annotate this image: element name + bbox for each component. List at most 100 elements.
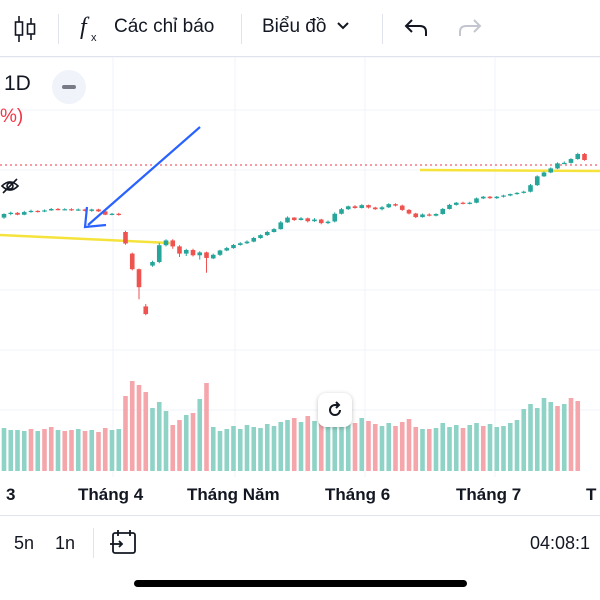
volume-bar — [345, 417, 351, 471]
volume-bar — [264, 424, 270, 471]
price-chart[interactable] — [0, 56, 600, 507]
volume-bar — [237, 429, 243, 471]
volume-bar — [244, 425, 250, 471]
eye-off-icon[interactable] — [0, 176, 20, 196]
candle-body — [21, 212, 27, 215]
goto-date-icon[interactable] — [110, 528, 138, 556]
volume-bar — [21, 431, 27, 471]
candle-body — [102, 211, 108, 215]
x-axis-label: T — [586, 485, 597, 504]
candle-body — [109, 213, 115, 215]
volume-bar — [555, 406, 560, 471]
top-toolbar: f x Các chỉ báo Biểu đồ — [0, 0, 600, 57]
candle-body — [278, 222, 284, 230]
redo-icon[interactable] — [456, 16, 484, 40]
indicators-button[interactable]: Các chỉ báo — [114, 16, 215, 37]
volume-bar — [372, 424, 378, 471]
volume-bar — [487, 424, 493, 471]
volume-bar — [298, 422, 304, 471]
volume-bar — [82, 431, 88, 471]
undo-icon[interactable] — [402, 16, 430, 40]
volume-bar — [163, 411, 169, 471]
volume-bar — [197, 399, 203, 471]
candle-body — [264, 232, 270, 236]
timeframe-1n[interactable]: 1n — [55, 533, 76, 553]
volume-bar — [467, 425, 473, 471]
volume-bar — [217, 431, 223, 471]
candle-body — [339, 209, 344, 214]
volume-bar — [426, 429, 432, 471]
chart-type-dropdown[interactable]: Biểu đồ — [262, 16, 350, 38]
volume-bar — [55, 430, 61, 471]
chevron-down-icon — [336, 18, 350, 36]
volume-bar — [278, 422, 284, 471]
volume-bar — [507, 423, 513, 471]
volume-bar — [75, 429, 81, 471]
volume-bar — [534, 408, 540, 471]
volume-bar — [8, 430, 14, 471]
candle-body — [433, 214, 439, 216]
candle-body — [575, 154, 581, 160]
candlestick-icon[interactable] — [12, 14, 38, 44]
resistance-trendline — [419, 168, 600, 173]
volume-bar — [291, 418, 297, 471]
volume-bar — [521, 409, 527, 471]
candle-body — [312, 219, 317, 222]
candle-body — [82, 209, 88, 211]
candle-body — [96, 209, 101, 212]
candle-body — [116, 213, 122, 215]
timeframe-5n[interactable]: 5n — [14, 533, 35, 553]
volume-bar — [366, 421, 371, 471]
candle-body — [258, 235, 263, 238]
reset-icon[interactable] — [318, 393, 352, 427]
clock-readout: 04:08:1 — [530, 533, 591, 553]
volume-bar — [224, 429, 230, 471]
candle-body — [507, 194, 513, 196]
candle-body — [494, 196, 500, 199]
candle-body — [440, 208, 446, 214]
candle-body — [474, 198, 479, 203]
volume-bar — [96, 432, 101, 471]
candle-body — [453, 202, 459, 205]
candle-body — [251, 238, 257, 242]
volume-bar — [379, 426, 385, 471]
volume-bar — [1, 428, 7, 471]
x-axis-label: Tháng 7 — [456, 485, 522, 504]
candle-body — [69, 209, 74, 211]
candle-body — [183, 250, 189, 254]
candle-body — [352, 206, 358, 208]
x-axis-label: Tháng 4 — [78, 485, 144, 504]
candle-body — [305, 218, 311, 222]
volume-bar — [447, 427, 452, 471]
volume-bar — [271, 426, 277, 471]
volume-bar — [15, 430, 20, 471]
volume-bar — [150, 408, 155, 471]
chart-pane[interactable] — [0, 56, 600, 507]
collapse-icon[interactable] — [52, 70, 86, 104]
volume-bar — [28, 429, 34, 471]
volume-bar — [460, 428, 466, 471]
volume-bar — [514, 420, 520, 471]
volume-bar — [285, 420, 290, 471]
interval-label: 1D — [4, 72, 31, 95]
function-icon[interactable]: f x — [78, 12, 104, 44]
volume-bar — [480, 426, 486, 471]
candle-body — [170, 240, 176, 247]
change-percent: %) — [0, 106, 24, 127]
candle-body — [501, 195, 506, 197]
volume-bar — [204, 383, 209, 471]
x-axis-label: 3 — [6, 485, 16, 504]
volume-bar — [541, 398, 547, 471]
candle-body — [332, 213, 338, 222]
candle-body — [291, 217, 297, 220]
candle-body — [325, 221, 331, 224]
candle-body — [89, 209, 95, 211]
candle-body — [514, 192, 520, 195]
svg-text:x: x — [91, 32, 97, 44]
candle-body — [386, 204, 392, 208]
volume-bar — [433, 428, 439, 471]
candle-body — [582, 154, 587, 160]
candle-body — [15, 212, 20, 215]
candle-body — [231, 244, 236, 249]
volume-bar — [123, 396, 128, 471]
